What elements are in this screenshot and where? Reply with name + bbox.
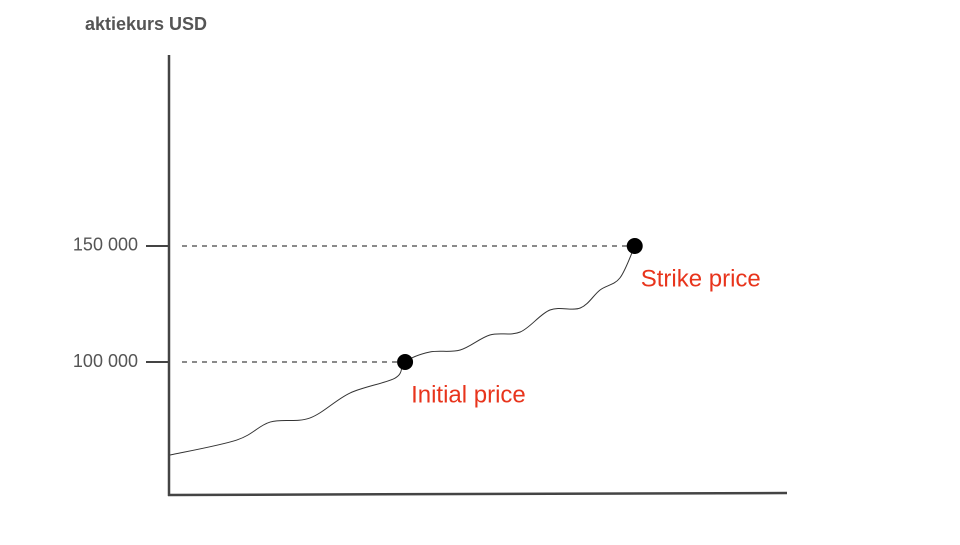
y-tick-label: 100 000 bbox=[73, 351, 138, 371]
marker-label: Initial price bbox=[411, 381, 526, 408]
marker-dot bbox=[626, 237, 643, 254]
marker-dot bbox=[397, 354, 414, 371]
price-line bbox=[169, 245, 636, 456]
marker-label: Strike price bbox=[641, 265, 761, 292]
y-axis-title: aktiekurs USD bbox=[85, 14, 207, 34]
y-tick-label: 150 000 bbox=[73, 235, 138, 255]
x-axis bbox=[167, 491, 788, 497]
